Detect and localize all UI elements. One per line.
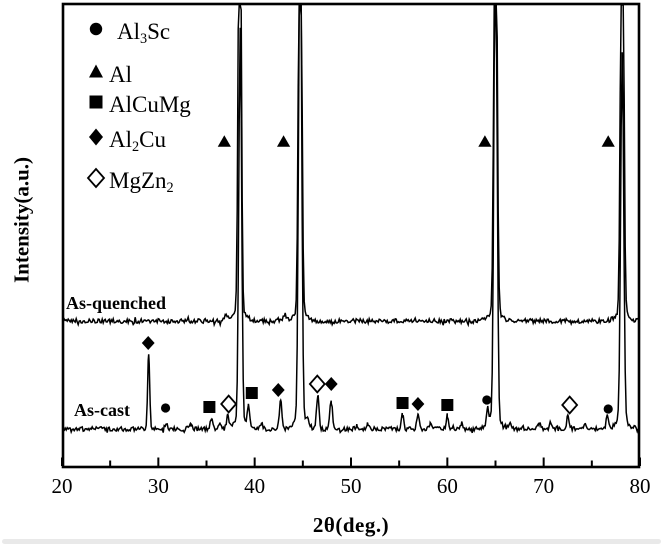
diamond-open-icon <box>308 374 326 394</box>
trace-as-cast <box>63 4 639 435</box>
diamond-filled-icon <box>141 336 155 350</box>
x-tick-label-30: 30 <box>147 474 169 498</box>
diamond-open-icon <box>561 395 579 415</box>
square-filled-icon <box>203 401 216 413</box>
triangle-filled-icon <box>601 135 615 147</box>
legend-item-al: Al <box>85 60 132 90</box>
legend-label: Al2Cu <box>109 127 166 155</box>
square-filled-icon <box>89 95 103 109</box>
legend-item-al2cu: Al2Cu <box>85 125 166 155</box>
diamond-filled-icon <box>411 397 425 411</box>
x-tick-label-40: 40 <box>244 474 266 498</box>
x-axis-label: 2θ(deg.) <box>312 513 390 537</box>
x-tick-label-80: 80 <box>629 474 651 498</box>
legend-label: AlCuMg <box>109 92 191 117</box>
triangle-filled-icon <box>478 135 492 147</box>
phase-markers-as-cast <box>141 336 613 415</box>
phase-markers-as-quenched <box>217 135 615 147</box>
plot-frame <box>61 2 641 469</box>
diamond-open-icon <box>86 167 106 189</box>
trace-as-quenched <box>63 4 639 328</box>
series-label-as-quenched: As-quenched <box>66 293 167 313</box>
x-tick-label-70: 70 <box>533 474 555 498</box>
legend-item-mgzn2: MgZn2 <box>85 166 174 196</box>
bottom-edge-bar <box>2 539 661 544</box>
diamond-filled-icon <box>271 383 285 397</box>
triangle-filled-icon <box>89 64 103 78</box>
y-axis-label: Intensity(a.u.) <box>9 157 34 284</box>
series-label-as-cast: As-cast <box>74 400 130 420</box>
legend-label: Al <box>109 62 132 87</box>
diamond-open-icon <box>220 394 238 414</box>
x-tick-label-60: 60 <box>436 474 458 498</box>
square-filled-icon <box>245 387 258 399</box>
diamond-filled-icon <box>89 128 103 146</box>
x-tick-label-50: 50 <box>340 474 362 498</box>
x-tick-label-20: 20 <box>51 474 73 498</box>
legend-item-alcumg: AlCuMg <box>85 90 191 120</box>
circle-filled-icon <box>89 22 103 36</box>
legend-label: Al3Sc <box>117 19 171 47</box>
triangle-filled-icon <box>217 135 231 147</box>
circle-filled-icon <box>603 404 613 414</box>
diamond-filled-icon <box>324 377 338 391</box>
legend-item-al3sc: Al3Sc <box>85 17 170 47</box>
square-filled-icon <box>396 397 409 409</box>
legend-label: MgZn2 <box>109 168 174 196</box>
circle-filled-icon <box>160 403 171 413</box>
triangle-filled-icon <box>276 135 291 147</box>
circle-filled-icon <box>482 395 492 405</box>
square-filled-icon <box>441 399 454 411</box>
